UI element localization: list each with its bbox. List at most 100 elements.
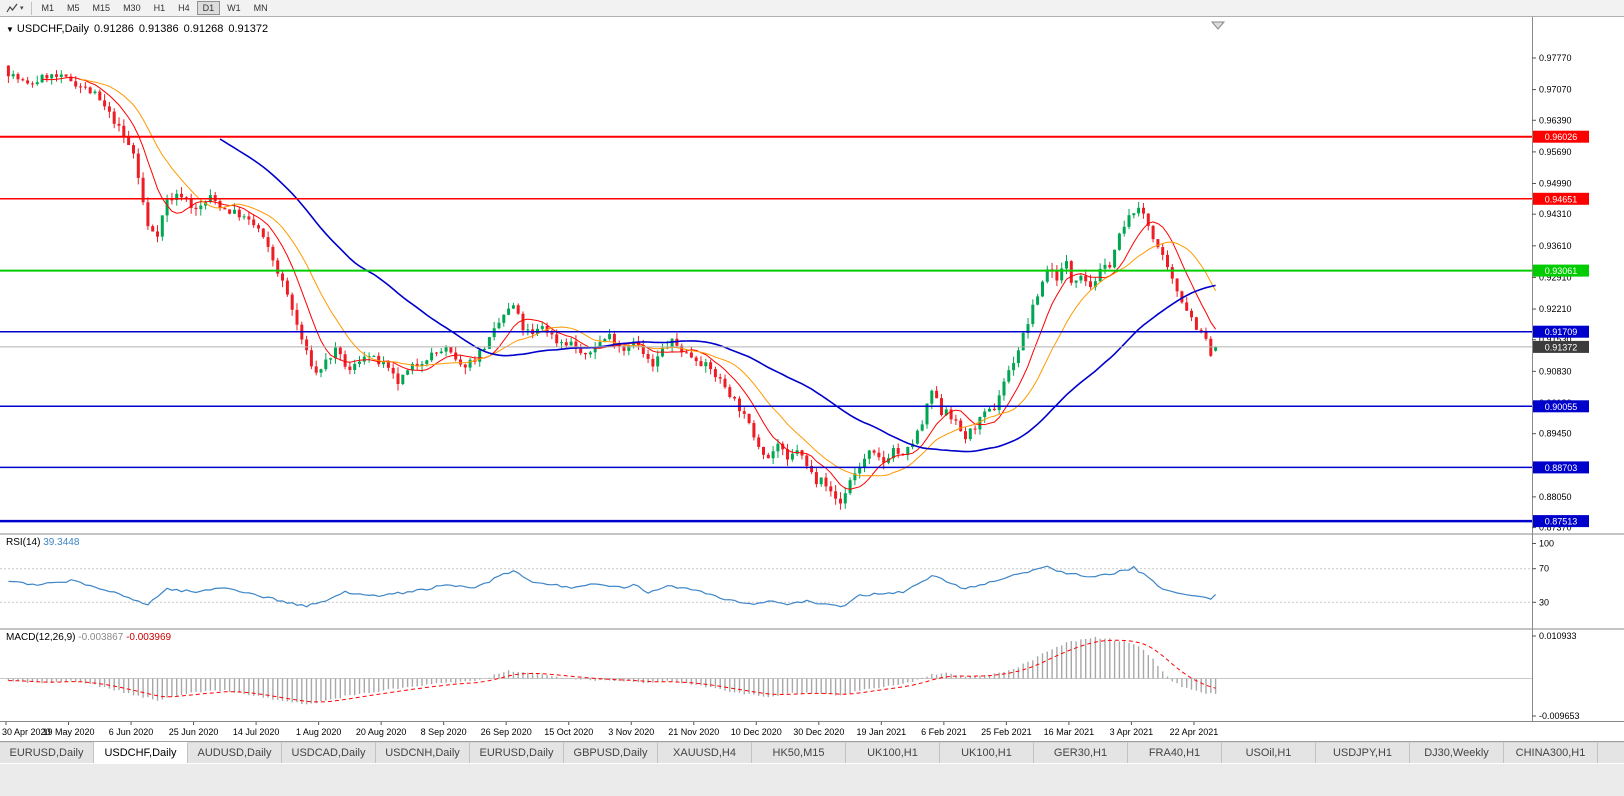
- svg-text:0.91709: 0.91709: [1545, 327, 1578, 337]
- tab-label: UK100,H1: [867, 747, 918, 759]
- chart-tab-usdjpy-h1[interactable]: USDJPY,H1: [1316, 742, 1410, 763]
- chart-tab-uk100-h1[interactable]: UK100,H1: [846, 742, 940, 763]
- tab-label: UK100,H1: [961, 747, 1012, 759]
- timeframe-button-h1[interactable]: H1: [153, 3, 166, 13]
- svg-text:70: 70: [1539, 564, 1549, 574]
- tab-label: GER30,H1: [1053, 747, 1108, 759]
- status-bar: [0, 763, 1624, 796]
- chart-tab-usdcnh-daily[interactable]: USDCNH,Daily: [376, 742, 470, 763]
- svg-text:15 Oct 2020: 15 Oct 2020: [544, 727, 593, 737]
- chart-tab-u[interactable]: U: [1598, 742, 1624, 763]
- svg-text:30 Apr 2020: 30 Apr 2020: [2, 727, 51, 737]
- chart-tab-china300-h1[interactable]: CHINA300,H1: [1504, 742, 1598, 763]
- chart-shift-marker[interactable]: [1210, 21, 1226, 30]
- svg-text:14 Jul 2020: 14 Jul 2020: [233, 727, 280, 737]
- timeframe-button-w1[interactable]: W1: [227, 3, 241, 13]
- svg-text:19 May 2020: 19 May 2020: [43, 727, 95, 737]
- triangle-down-icon[interactable]: ▼: [6, 25, 14, 34]
- line-chart-icon: [6, 3, 18, 12]
- svg-text:0.90055: 0.90055: [1545, 402, 1578, 412]
- svg-text:0.93061: 0.93061: [1545, 266, 1578, 276]
- svg-text:21 Nov 2020: 21 Nov 2020: [668, 727, 719, 737]
- timeframe-button-h4[interactable]: H4: [178, 3, 190, 13]
- svg-text:0.87513: 0.87513: [1545, 517, 1578, 527]
- tab-label: FRA40,H1: [1148, 747, 1201, 759]
- svg-text:6 Jun 2020: 6 Jun 2020: [109, 727, 154, 737]
- tab-label: DJ30,Weekly: [1424, 747, 1489, 759]
- tab-label: USDCNH,Daily: [385, 747, 460, 759]
- chart-tab-eurusd-daily[interactable]: EURUSD,Daily: [470, 742, 564, 763]
- timeframe-button-mn[interactable]: MN: [253, 3, 268, 13]
- svg-text:0.94651: 0.94651: [1545, 194, 1578, 204]
- chart-tab-dj30-weekly[interactable]: DJ30,Weekly: [1410, 742, 1504, 763]
- timeframe-button-m15[interactable]: M15: [92, 3, 111, 13]
- svg-text:25 Jun 2020: 25 Jun 2020: [169, 727, 219, 737]
- tab-label: USDJPY,H1: [1332, 747, 1393, 759]
- svg-text:19 Jan 2021: 19 Jan 2021: [857, 727, 907, 737]
- svg-text:0.90830: 0.90830: [1539, 366, 1572, 376]
- tab-label: HK50,M15: [772, 747, 825, 759]
- svg-text:16 Mar 2021: 16 Mar 2021: [1044, 727, 1095, 737]
- tab-label: USDCAD,Daily: [291, 747, 366, 759]
- svg-text:0.92210: 0.92210: [1539, 304, 1572, 314]
- chart-tab-hk50-m15[interactable]: HK50,M15: [752, 742, 846, 763]
- svg-text:3 Apr 2021: 3 Apr 2021: [1110, 727, 1154, 737]
- chart-tab-fra40-h1[interactable]: FRA40,H1: [1128, 742, 1222, 763]
- svg-text:0.91372: 0.91372: [1545, 342, 1578, 352]
- timeframe-button-d1[interactable]: D1: [196, 1, 221, 15]
- svg-text:0.91530: 0.91530: [1539, 335, 1572, 345]
- chart-tab-xauusd-h4[interactable]: XAUUSD,H4: [658, 742, 752, 763]
- svg-text:0.97770: 0.97770: [1539, 53, 1572, 63]
- svg-text:0.87370: 0.87370: [1539, 523, 1572, 533]
- chart-window: 0.97770 0.97070 0.96390 0.95690 0.94990 0.943…: [0, 17, 1624, 741]
- svg-text:0.89450: 0.89450: [1539, 429, 1572, 439]
- chart-tab-audusd-daily[interactable]: AUDUSD,Daily: [188, 742, 282, 763]
- price-chart-canvas[interactable]: 0.97770 0.97070 0.96390 0.95690 0.94990 0.943…: [0, 17, 1624, 741]
- svg-text:0.96026: 0.96026: [1545, 132, 1578, 142]
- timeframe-button-m5[interactable]: M5: [67, 3, 80, 13]
- svg-text:10 Dec 2020: 10 Dec 2020: [731, 727, 782, 737]
- svg-text:8 Sep 2020: 8 Sep 2020: [421, 727, 467, 737]
- svg-text:0.94310: 0.94310: [1539, 209, 1572, 219]
- svg-text:100: 100: [1539, 539, 1554, 549]
- svg-text:0.93610: 0.93610: [1539, 241, 1572, 251]
- tab-label: USDCHF,Daily: [104, 747, 177, 759]
- svg-text:0.96390: 0.96390: [1539, 115, 1572, 125]
- tab-label: AUDUSD,Daily: [197, 747, 272, 759]
- svg-text:0.010933: 0.010933: [1539, 631, 1577, 641]
- timeframe-button-m1[interactable]: M1: [41, 3, 55, 13]
- svg-text:30 Dec 2020: 30 Dec 2020: [793, 727, 844, 737]
- tab-label: CHINA300,H1: [1515, 747, 1586, 759]
- svg-text:0.97070: 0.97070: [1539, 85, 1572, 95]
- timeframe-group: M1 M5 M15 M30 H1 H4 D1 W1 MN: [36, 1, 274, 15]
- chart-tab-usdcad-daily[interactable]: USDCAD,Daily: [282, 742, 376, 763]
- svg-text:26 Sep 2020: 26 Sep 2020: [481, 727, 532, 737]
- tab-label: EURUSD,Daily: [9, 747, 84, 759]
- tab-label: USOil,H1: [1245, 747, 1292, 759]
- tab-label: EURUSD,Daily: [479, 747, 554, 759]
- svg-text:6 Feb 2021: 6 Feb 2021: [921, 727, 967, 737]
- chart-tab-gbpusd-daily[interactable]: GBPUSD,Daily: [564, 742, 658, 763]
- svg-text:30: 30: [1539, 597, 1549, 607]
- main-toolbar: ▾ M1 M5 M15 M30 H1 H4 D1 W1 MN: [0, 0, 1624, 17]
- chart-tab-usdchf-daily[interactable]: USDCHF,Daily: [94, 742, 188, 763]
- svg-text:-0.009653: -0.009653: [1539, 711, 1580, 721]
- tab-label: GBPUSD,Daily: [573, 747, 648, 759]
- svg-text:0.88703: 0.88703: [1545, 463, 1578, 473]
- chart-tab-ger30-h1[interactable]: GER30,H1: [1034, 742, 1128, 763]
- svg-text:22 Apr 2021: 22 Apr 2021: [1170, 727, 1219, 737]
- timeframe-button-m30[interactable]: M30: [123, 3, 141, 13]
- chart-tab-bar: EURUSD,Daily USDCHF,Daily AUDUSD,Daily USDC…: [0, 741, 1624, 763]
- chart-tab-uk100-h1[interactable]: UK100,H1: [940, 742, 1034, 763]
- svg-text:1 Aug 2020: 1 Aug 2020: [296, 727, 342, 737]
- svg-text:3 Nov 2020: 3 Nov 2020: [608, 727, 654, 737]
- tab-label: XAUUSD,H4: [673, 747, 736, 759]
- svg-text:0.95690: 0.95690: [1539, 147, 1572, 157]
- svg-text:25 Feb 2021: 25 Feb 2021: [981, 727, 1032, 737]
- chart-tab-eurusd-daily[interactable]: EURUSD,Daily: [0, 742, 94, 763]
- svg-text:20 Aug 2020: 20 Aug 2020: [356, 727, 407, 737]
- chart-type-button[interactable]: ▾: [3, 1, 27, 16]
- svg-text:0.94990: 0.94990: [1539, 178, 1572, 188]
- chart-tab-usoil-h1[interactable]: USOil,H1: [1222, 742, 1316, 763]
